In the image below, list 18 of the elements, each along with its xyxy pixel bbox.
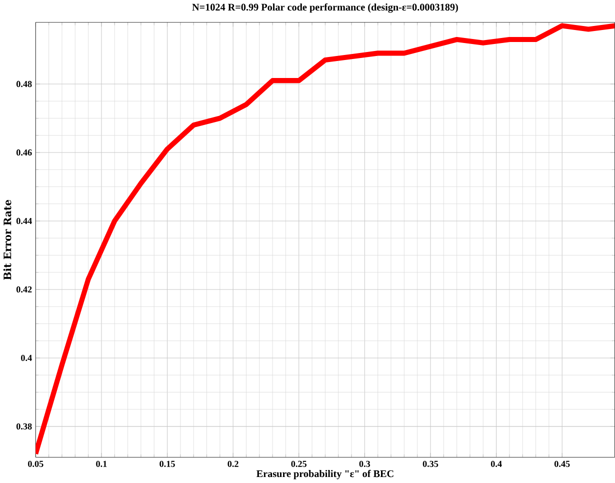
x-tick-label: 0.25 — [291, 461, 307, 468]
x-axis-title: Erasure probability "ε" of BEC — [256, 470, 394, 480]
x-tick-label: 0.2 — [228, 461, 238, 468]
y-axis-title: Bit Error Rate — [3, 200, 12, 280]
y-tick-label: 0.42 — [16, 286, 32, 293]
x-tick-label: 0.3 — [359, 461, 370, 468]
chart-title: N=1024 R=0.99 Polar code performance (design-ε=0.0003189) — [192, 4, 458, 13]
y-tick-label: 0.48 — [16, 81, 32, 88]
y-tick-label: 0.4 — [21, 355, 32, 362]
x-tick-label: 0.05 — [28, 461, 44, 468]
x-tick-label: 0.45 — [554, 461, 570, 468]
x-tick-label: 0.35 — [422, 461, 438, 468]
x-tick-label: 0.15 — [160, 461, 175, 468]
y-tick-label: 0.44 — [16, 218, 32, 224]
y-tick-label: 0.46 — [16, 150, 32, 156]
x-tick-label: 0.4 — [490, 461, 502, 468]
x-tick-label: 0.1 — [96, 461, 107, 468]
y-tick-label: 0.38 — [16, 424, 32, 430]
